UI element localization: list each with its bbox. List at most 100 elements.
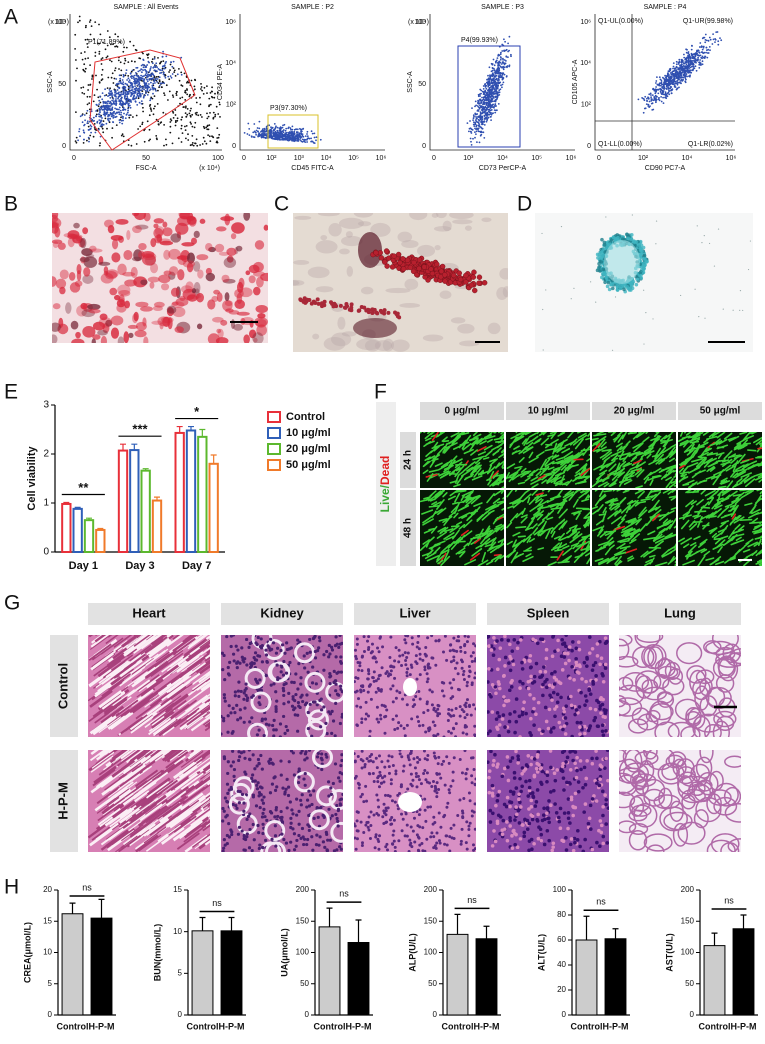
event-dot — [180, 71, 183, 74]
stain — [68, 271, 76, 281]
event-dot — [122, 108, 125, 111]
event-dot — [286, 139, 289, 142]
event-dot — [100, 119, 103, 122]
event-dot — [273, 129, 276, 132]
event-dot — [142, 110, 145, 113]
x-tick-label: 10⁴ — [321, 155, 332, 162]
event-dot — [255, 131, 257, 134]
event-dot — [472, 117, 475, 120]
event-dot — [115, 45, 118, 47]
event-dot — [111, 92, 113, 94]
event-dot — [165, 55, 168, 58]
event-dot — [133, 95, 135, 97]
stain — [182, 260, 195, 268]
event-dot — [493, 77, 496, 79]
event-dot — [203, 86, 206, 89]
event-dot — [658, 84, 661, 86]
event-dot — [104, 101, 107, 104]
event-dot — [644, 95, 647, 98]
event-dot — [92, 120, 95, 122]
event-dot — [277, 137, 279, 140]
stain — [345, 231, 353, 238]
event-dot — [301, 130, 303, 133]
event-dot — [679, 66, 681, 69]
event-dot — [705, 39, 708, 42]
event-dot — [488, 66, 491, 69]
event-dot — [694, 55, 697, 57]
event-dot — [494, 96, 497, 98]
event-dot — [127, 107, 129, 110]
event-dot — [510, 55, 512, 58]
gate-label: P1(71.89%) — [88, 39, 125, 46]
micrograph — [52, 213, 268, 343]
event-dot — [477, 102, 480, 105]
event-dot — [282, 129, 285, 131]
event-dot — [505, 60, 507, 62]
event-dot — [479, 131, 482, 134]
stain — [233, 323, 243, 331]
stain — [76, 263, 82, 275]
event-dot — [117, 95, 120, 98]
event-dot — [481, 90, 484, 93]
event-dot — [151, 60, 153, 63]
event-dot — [310, 137, 312, 140]
event-dot — [125, 113, 128, 116]
event-dot — [209, 103, 212, 106]
stain — [642, 253, 647, 258]
event-dot — [122, 93, 124, 96]
event-dot — [215, 105, 218, 108]
stain — [111, 252, 121, 263]
event-dot — [169, 118, 172, 120]
event-dot — [680, 59, 683, 61]
event-dot — [144, 66, 147, 68]
y-tick-label: 0 — [587, 143, 591, 150]
event-dot — [487, 102, 490, 105]
event-dot — [201, 89, 204, 92]
event-dot — [485, 87, 488, 90]
event-dot — [492, 100, 494, 103]
panel-label: F — [374, 381, 387, 404]
event-dot — [260, 134, 263, 137]
event-dot — [202, 136, 205, 139]
event-dot — [664, 96, 666, 99]
event-dot — [212, 136, 215, 139]
event-dot — [77, 139, 79, 142]
event-dot — [137, 75, 139, 78]
gate-label: P3(97.30%) — [270, 105, 307, 112]
cell — [357, 308, 362, 313]
event-dot — [258, 132, 260, 135]
event-dot — [89, 95, 91, 98]
event-dot — [129, 85, 132, 87]
event-dot — [490, 119, 492, 121]
event-dot — [502, 59, 504, 61]
cell — [379, 310, 384, 315]
event-dot — [87, 57, 89, 59]
event-dot — [660, 96, 662, 98]
event-dot — [130, 75, 133, 77]
event-dot — [492, 96, 495, 99]
stain — [252, 332, 264, 343]
event-dot — [673, 68, 676, 70]
event-dot — [90, 25, 93, 27]
event-dot — [109, 94, 111, 96]
event-dot — [101, 92, 104, 94]
cell — [338, 303, 343, 308]
event-dot — [155, 77, 157, 80]
event-dot — [152, 92, 154, 95]
event-dot — [654, 98, 657, 101]
event-dot — [105, 101, 108, 103]
event-dot — [296, 131, 299, 134]
event-dot — [489, 86, 491, 89]
event-dot — [116, 108, 119, 111]
event-dot — [138, 101, 141, 104]
stain — [360, 286, 374, 295]
event-dot — [679, 64, 681, 67]
event-dot — [152, 73, 155, 76]
event-dot — [160, 71, 163, 74]
event-dot — [111, 106, 114, 109]
event-dot — [84, 67, 87, 70]
event-dot — [120, 69, 123, 72]
event-dot — [98, 23, 100, 26]
event-dot — [153, 79, 156, 82]
stain — [600, 237, 604, 242]
